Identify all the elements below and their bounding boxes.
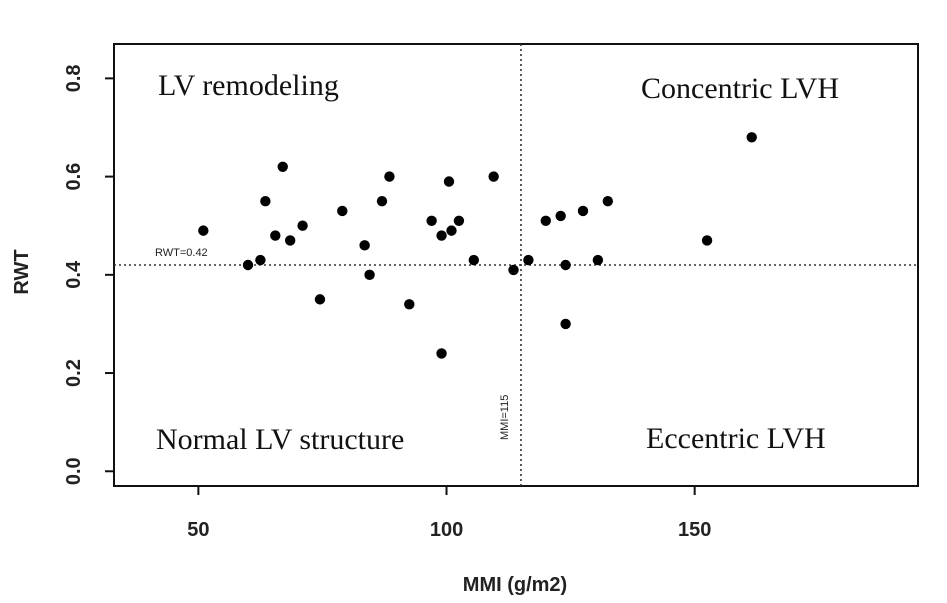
data-point <box>560 318 571 330</box>
data-point <box>337 205 348 217</box>
data-point <box>746 132 757 143</box>
data-point <box>404 299 415 310</box>
data-point <box>446 225 457 236</box>
data-point <box>297 220 308 231</box>
data-point <box>602 195 614 207</box>
x-tick-label: 150 <box>678 519 711 541</box>
data-point <box>443 176 455 187</box>
data-point <box>426 215 437 226</box>
y-axis-title: RWT <box>11 249 33 294</box>
x-tick-label: 50 <box>187 519 209 541</box>
y-tick-label: 0.6 <box>63 163 85 191</box>
y-tick-label: 0.8 <box>63 64 85 92</box>
data-point <box>314 294 326 305</box>
data-point <box>255 254 266 266</box>
y-tick-label: 0.0 <box>63 457 85 485</box>
horizontal-reference-label: RWT=0.42 <box>155 247 208 259</box>
data-point <box>577 205 589 217</box>
data-point <box>560 259 571 271</box>
x-axis-title: MMI (g/m2) <box>463 574 567 596</box>
y-tick-label: 0.4 <box>63 260 85 289</box>
vertical-reference-label: MMI=115 <box>499 395 511 440</box>
data-point <box>198 225 209 236</box>
data-point <box>592 254 604 266</box>
data-point <box>453 215 465 226</box>
quadrant-label-top-left: LV remodeling <box>158 69 339 102</box>
quadrant-label-bottom-right: Eccentric LVH <box>646 422 826 455</box>
data-point <box>436 230 447 241</box>
data-point <box>270 230 281 241</box>
data-point <box>555 210 566 222</box>
data-point <box>488 171 499 182</box>
data-point <box>508 264 519 276</box>
data-point <box>359 240 370 251</box>
data-point <box>376 195 388 207</box>
y-tick-label: 0.2 <box>63 359 85 387</box>
data-point <box>364 269 375 281</box>
data-point <box>284 235 296 246</box>
data-point <box>540 215 551 226</box>
data-point <box>277 161 288 172</box>
data-point <box>260 195 271 207</box>
data-point <box>701 235 713 246</box>
data-point <box>468 254 480 266</box>
data-point <box>436 348 447 359</box>
quadrant-label-bottom-left: Normal LV structure <box>156 423 404 456</box>
x-tick-label: 100 <box>430 519 463 541</box>
data-point <box>384 171 395 182</box>
data-point <box>242 259 254 271</box>
quadrant-label-top-right: Concentric LVH <box>641 72 839 105</box>
data-point <box>523 254 534 266</box>
